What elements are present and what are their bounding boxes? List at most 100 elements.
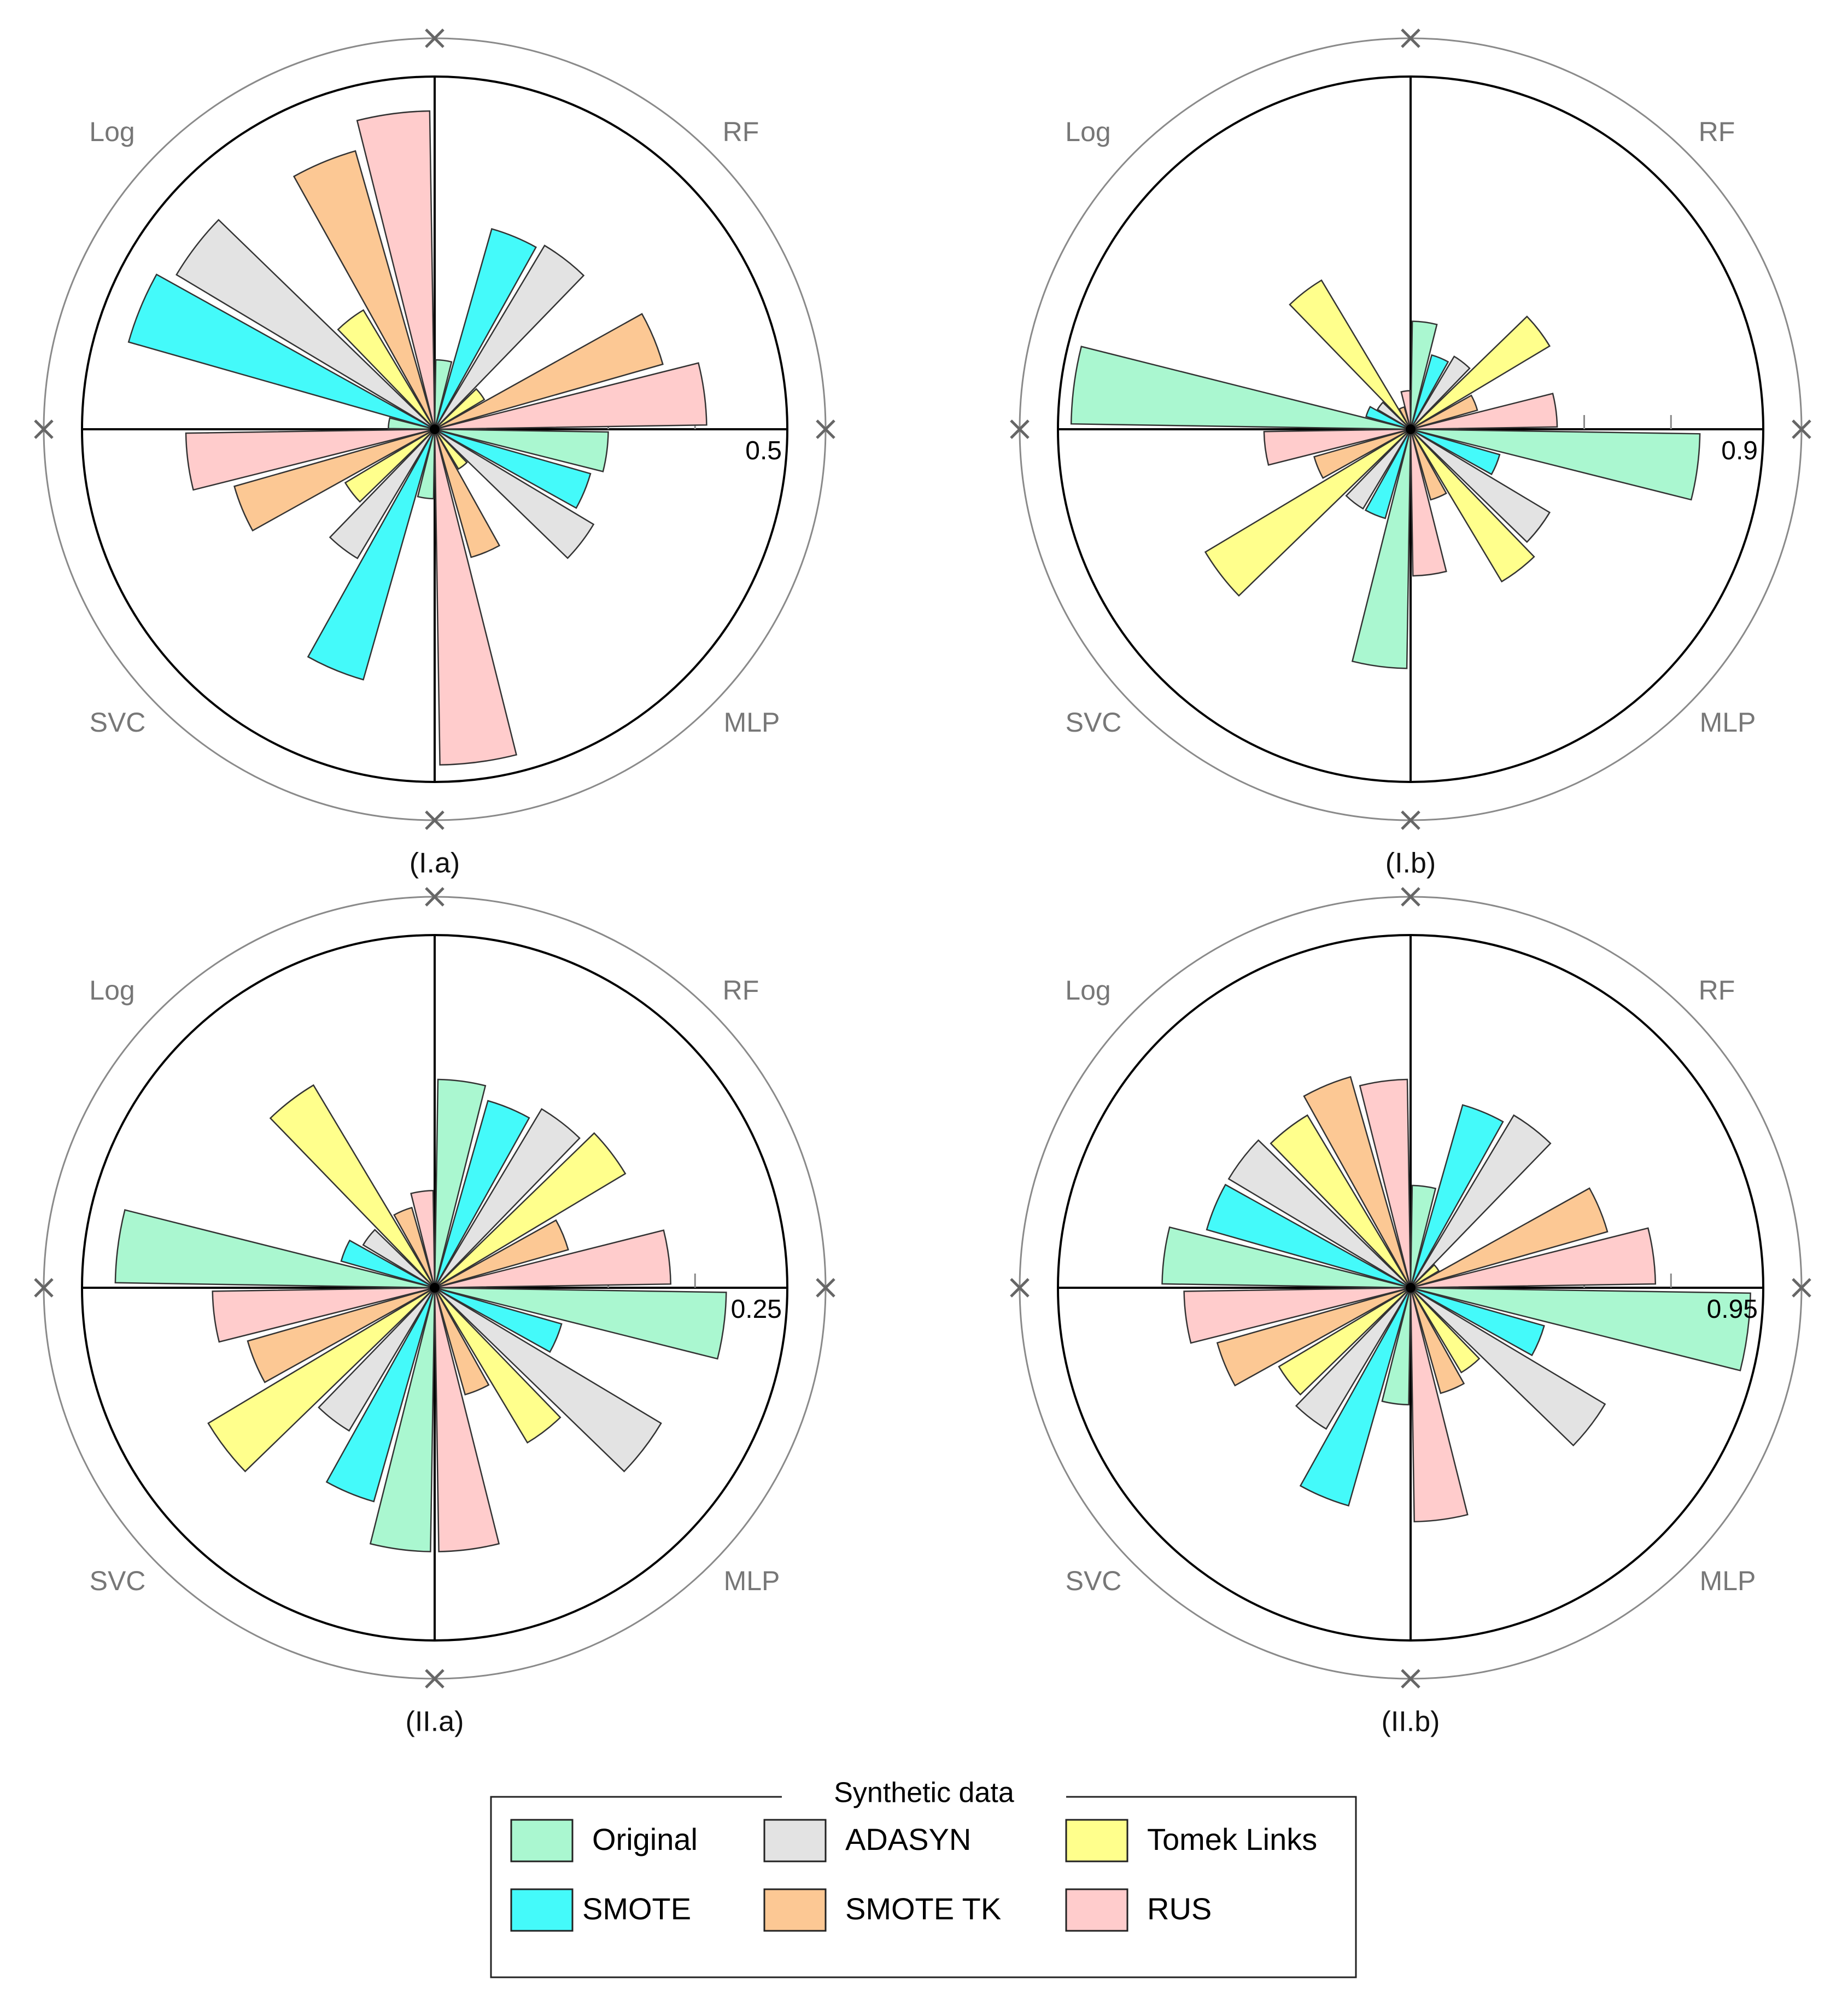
bars (1070, 279, 1701, 669)
bar-svc-smote-tk (1216, 1287, 1411, 1387)
polar-panels: RFMLPSVCLog0.5(I.a)RFMLPSVCLog0.9(I.b)RF… (34, 28, 1811, 1738)
model-label-mlp: MLP (1700, 707, 1756, 738)
bar-log-smote (1365, 406, 1411, 430)
bar-svc-smote (1299, 1287, 1412, 1507)
model-label-mlp: MLP (1700, 1566, 1756, 1596)
bar-svc-adasyn (329, 429, 436, 559)
bar-svc-smote-tk (247, 1287, 435, 1383)
bar-mlp-original (1410, 1287, 1751, 1371)
bar-svc-adasyn (318, 1287, 436, 1432)
bar-mlp-rus (434, 429, 518, 766)
legend-label: RUS (1147, 1891, 1212, 1926)
bar-mlp-smote (1410, 1287, 1545, 1357)
scale-label: 0.9 (1721, 436, 1758, 465)
bar-log-smote (127, 273, 435, 430)
cross-marker-icon (1401, 28, 1420, 48)
bar-log-adasyn (1376, 401, 1411, 430)
legend-item-tomek: Tomek Links (1065, 1819, 1317, 1862)
center-dot (1406, 1283, 1416, 1293)
bar-mlp-tomek-links (1410, 1287, 1481, 1374)
cross-marker-icon (1010, 419, 1030, 439)
bar-mlp-tomek-links (434, 429, 468, 470)
cross-marker-icon (425, 810, 445, 830)
cross-marker-icon (425, 1669, 445, 1689)
panel-title: (I.b) (1385, 848, 1436, 879)
bar-svc-original (369, 1287, 436, 1552)
cross-marker-icon (34, 1278, 54, 1298)
bar-log-rus (1359, 1078, 1412, 1288)
cross-marker-icon (425, 887, 445, 907)
bar-svc-tomek-links (1278, 1287, 1411, 1396)
bar-rf-smote (434, 1100, 530, 1288)
model-label-log: Log (1065, 975, 1110, 1006)
bar-svc-rus (1183, 1287, 1411, 1344)
scale-label: 0.5 (745, 436, 782, 465)
bar-mlp-rus (1410, 1287, 1469, 1522)
bar-rf-tomek-links (434, 1132, 627, 1289)
model-label-rf: RF (723, 975, 759, 1006)
legend-label: Original (592, 1822, 698, 1856)
legend-item-rus: RUS (1065, 1888, 1212, 1932)
bar-rf-adasyn (1410, 355, 1471, 430)
bar-mlp-original (1410, 428, 1701, 501)
cross-marker-icon (1401, 810, 1420, 830)
legend-label: SMOTE TK (845, 1891, 1001, 1926)
bar-mlp-original (434, 1287, 727, 1360)
bar-rf-original (434, 359, 453, 430)
bar-rf-smote-tk (434, 313, 664, 430)
cross-marker-icon (1792, 419, 1811, 439)
cross-marker-icon (1401, 887, 1420, 907)
legend-title-gap (782, 1791, 1066, 1805)
bar-rf-rus (434, 1229, 671, 1289)
bar-svc-smote-tk (1313, 428, 1411, 479)
bar-log-smote (1206, 1183, 1411, 1289)
legend-swatch (763, 1888, 827, 1932)
bar-log-rus (356, 110, 436, 430)
bars (114, 1078, 727, 1552)
model-label-log: Log (89, 116, 134, 147)
bar-svc-tomek-links (344, 428, 435, 503)
bar-rf-smote-tk (434, 1219, 569, 1289)
legend-label: SMOTE (582, 1891, 691, 1926)
cross-marker-icon (816, 1278, 835, 1298)
bar-log-original (114, 1209, 435, 1289)
legend-title: Synthetic data (834, 1777, 1014, 1809)
bar-svc-tomek-links (207, 1287, 435, 1473)
bar-svc-smote (307, 429, 436, 681)
bar-log-smote-tk (1398, 406, 1412, 430)
bar-svc-original (1351, 429, 1412, 669)
legend-item-adasyn: ADASYN (763, 1819, 971, 1862)
legend-items: Original ADASYN Tomek Links SMOTE SMOTE TK RU… (510, 1819, 1317, 1932)
bar-svc-smote (325, 1287, 436, 1503)
cross-marker-icon (1010, 1278, 1030, 1298)
bar-svc-original (1381, 1287, 1412, 1406)
bar-log-adasyn (1227, 1139, 1411, 1289)
bar-mlp-tomek-links (1410, 429, 1535, 583)
cross-marker-icon (816, 419, 835, 439)
model-label-svc: SVC (1066, 1566, 1122, 1596)
bar-svc-smote (1364, 429, 1412, 519)
bar-log-tomek-links (1289, 279, 1412, 430)
bar-svc-rus (212, 1287, 435, 1343)
scale-label: 0.95 (1707, 1295, 1758, 1324)
bar-log-rus (1400, 390, 1412, 430)
bar-svc-tomek-links (1204, 428, 1411, 597)
bar-mlp-rus (1410, 429, 1447, 577)
panel-i-b: RF MLP SVC Log 0.9 (I.b) (1010, 28, 1811, 879)
model-label-svc: SVC (90, 1566, 146, 1596)
bar-rf-tomek-links (434, 388, 486, 430)
legend-item-original: Original (510, 1819, 698, 1862)
panel-ii-a: RF MLP SVC Log 0.25 (II.a) (34, 887, 835, 1738)
panel-title: (I.a) (410, 848, 460, 879)
model-label-rf: RF (723, 116, 759, 147)
bar-log-smote-tk (1303, 1076, 1412, 1288)
bar-svc-rus (1263, 428, 1411, 466)
model-label-log: Log (89, 975, 134, 1006)
bar-mlp-smote-tk (1410, 429, 1447, 501)
legend-item-smotetk: SMOTE TK (763, 1888, 1001, 1932)
bar-log-adasyn (362, 1229, 435, 1289)
bar-log-original (1161, 1226, 1411, 1289)
bar-log-smote-tk (293, 150, 436, 430)
bar-rf-adasyn (434, 244, 585, 430)
bar-rf-smote (1410, 1104, 1504, 1288)
